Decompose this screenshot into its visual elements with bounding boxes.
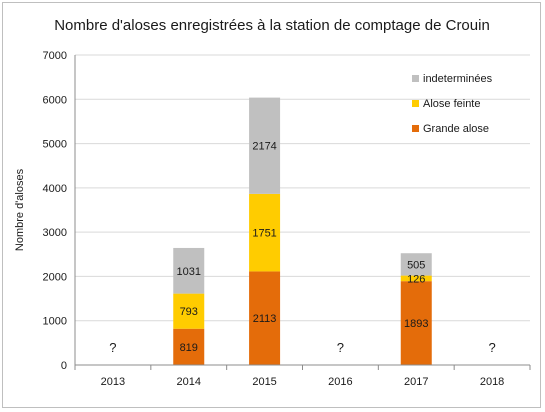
axes: 0 1000 2000 3000 4000 5000 6000 7000 2013 2014 201… — [43, 50, 531, 388]
data-label: 1751 — [252, 228, 276, 240]
bar-indetermin-es-2015 — [249, 97, 281, 194]
data-label: 505 — [407, 259, 425, 271]
y-tick-label: 6000 — [43, 94, 67, 106]
y-axis-label: Nombre d'aloses — [14, 168, 26, 251]
data-label: 1031 — [177, 266, 201, 278]
y-tick-label: 5000 — [43, 139, 67, 151]
y-tick-label: 0 — [61, 360, 67, 372]
data-label: 819 — [180, 342, 198, 354]
data-label: 2113 — [253, 313, 277, 325]
legend-label: Alose feinte — [423, 98, 480, 110]
bar-indetermin-es-2017 — [400, 253, 432, 276]
data-label: 793 — [180, 306, 198, 318]
bar-alose-feinte-2017 — [400, 275, 432, 282]
legend-label: indeterminées — [423, 73, 493, 85]
x-tick-label: 2016 — [328, 376, 352, 388]
missing-data-marker: ? — [109, 340, 116, 355]
y-tick-label: 4000 — [43, 183, 67, 195]
x-tick-label: 2018 — [480, 376, 504, 388]
x-tick-label: 2013 — [101, 376, 125, 388]
missing-data-marker: ? — [488, 340, 495, 355]
y-tick-label: 3000 — [43, 227, 67, 239]
x-tick-label: 2015 — [252, 376, 276, 388]
bar-alose-feinte-2015 — [249, 193, 281, 272]
bar-grande-alose-2014 — [173, 328, 205, 365]
bars — [173, 97, 432, 365]
data-label: 126 — [407, 273, 425, 285]
legend-label: Grande alose — [423, 123, 489, 135]
bar-grande-alose-2017 — [400, 281, 432, 365]
y-tick-label: 1000 — [43, 316, 67, 328]
legend-swatch — [412, 100, 419, 107]
missing-data-marker: ? — [337, 340, 344, 355]
y-tick-label: 2000 — [43, 271, 67, 283]
x-tick-label: 2014 — [177, 376, 201, 388]
legend: indeterminées Alose feinte Grande alose — [412, 73, 493, 135]
bar-alose-feinte-2014 — [173, 293, 205, 329]
data-labels: 819 793 1031 2113 1751 2174 1893 126 505??? — [109, 141, 495, 355]
x-tick-label: 2017 — [404, 376, 428, 388]
bar-grande-alose-2015 — [249, 271, 281, 365]
legend-swatch — [412, 75, 419, 82]
bar-indetermin-es-2014 — [173, 247, 205, 294]
data-label: 2174 — [252, 141, 276, 153]
gridlines — [75, 54, 530, 322]
data-label: 1893 — [404, 318, 428, 330]
chart-title: Nombre d'aloses enregistrées à la statio… — [54, 17, 490, 34]
legend-swatch — [412, 125, 419, 132]
y-tick-label: 7000 — [43, 50, 67, 62]
